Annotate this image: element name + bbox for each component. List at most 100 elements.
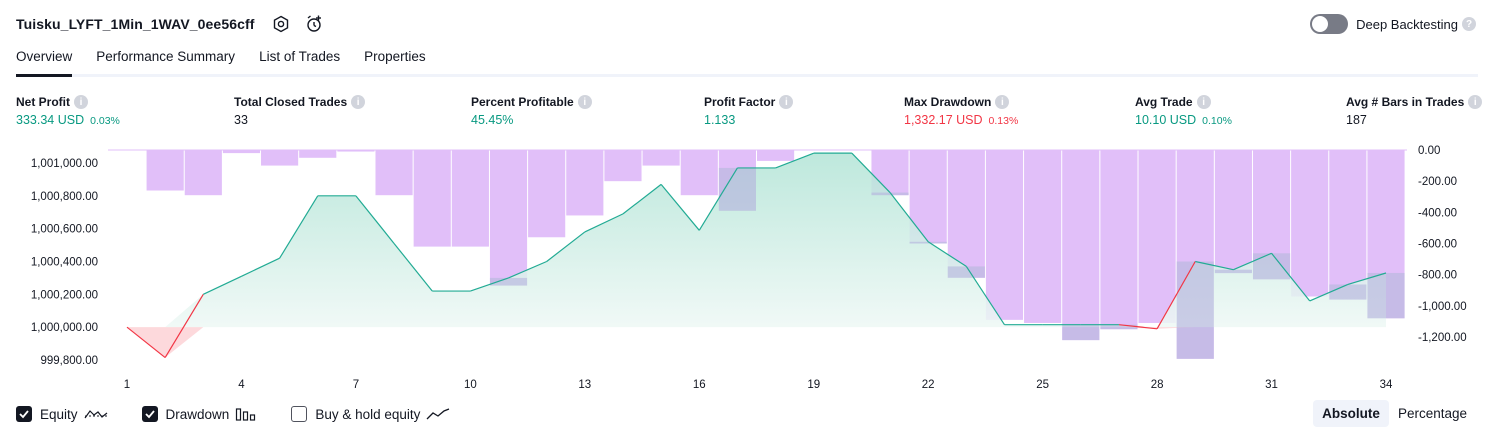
drawdown-bar — [1291, 150, 1329, 297]
equity-line-segment — [279, 195, 319, 259]
metric-label: Max Drawdown — [904, 95, 992, 109]
equity-line-segment — [546, 231, 586, 262]
x-axis-tick: 16 — [693, 379, 706, 391]
metric-value: 333.34 USD — [16, 113, 85, 127]
tab-overview[interactable]: Overview — [16, 44, 73, 77]
drawdown-bar — [1138, 150, 1176, 323]
equity-line-segment — [393, 243, 433, 292]
drawdown-bar — [146, 150, 184, 191]
metric-label: Avg Trade — [1135, 95, 1193, 109]
x-axis-tick: 1 — [124, 379, 130, 391]
equity-line-segment — [775, 152, 814, 169]
right-axis-tick: -1,200.00 — [1418, 332, 1467, 344]
drawdown-bar — [1024, 150, 1062, 323]
info-icon[interactable]: i — [1468, 95, 1483, 109]
metric-max-drawdown: Max Drawdown i 1,332.17 USD 0.13% — [904, 94, 1018, 129]
metric-label: Profit Factor — [704, 95, 776, 109]
x-axis-tick: 25 — [1036, 379, 1049, 391]
drawdown-bar — [451, 150, 489, 247]
info-icon[interactable]: i — [1196, 95, 1211, 109]
x-axis-tick: 7 — [353, 379, 359, 391]
equity-line-segment — [203, 275, 242, 295]
metric-avg-bars: Avg # Bars in Trades i 187 — [1346, 94, 1483, 129]
x-axis-tick: 10 — [464, 379, 477, 391]
legend-label: Buy & hold equity — [315, 406, 421, 422]
percentage-button[interactable]: Percentage — [1397, 406, 1467, 421]
drawdown-overlap — [1062, 324, 1100, 341]
info-icon[interactable]: i — [995, 95, 1010, 109]
tab-properties[interactable]: Properties — [364, 49, 426, 64]
drawdown-overlap — [909, 241, 947, 244]
equity-line-segment — [1233, 252, 1272, 271]
equity-line-segment — [470, 277, 509, 292]
metric-label: Net Profit — [16, 95, 70, 109]
equity-line-segment — [889, 192, 929, 243]
drawdown-bar — [642, 150, 680, 166]
drawdown-bar — [757, 150, 795, 161]
deep-backtesting-label: Deep Backtesting — [1356, 16, 1458, 32]
drawdown-bar — [489, 150, 528, 286]
info-icon[interactable]: i — [577, 95, 592, 109]
metric-profit-factor: Profit Factor i 1.133 — [704, 94, 794, 129]
deep-backtesting: Deep Backtesting ? — [1310, 14, 1476, 34]
equity-line-segment — [355, 195, 395, 244]
drawdown-bar — [566, 150, 604, 216]
left-axis-tick: 1,000,600.00 — [31, 224, 98, 236]
legend-equity[interactable]: Equity — [16, 406, 108, 422]
drawdown-bar — [184, 150, 222, 196]
x-axis-tick: 13 — [578, 379, 591, 391]
metric-label: Total Closed Trades — [234, 95, 348, 109]
left-axis-tick: 999,800.00 — [40, 355, 98, 367]
drawdown-bar — [604, 150, 642, 182]
deep-backtesting-toggle[interactable] — [1310, 14, 1349, 34]
info-icon[interactable]: i — [351, 95, 366, 109]
checkbox-checked-icon[interactable] — [16, 406, 32, 422]
equity-chart[interactable]: 1,001,000.00 1,000,800.00 1,000,600.00 1,00… — [0, 140, 1494, 400]
metric-value: 1,332.17 USD — [904, 113, 983, 127]
metric-percent-profitable: Percent Profitable i 45.45% — [471, 94, 592, 129]
metric-label: Avg # Bars in Trades — [1346, 95, 1465, 109]
x-axis-tick: 19 — [807, 379, 820, 391]
info-icon[interactable]: i — [74, 95, 88, 109]
checkbox-unchecked-icon[interactable] — [291, 406, 308, 422]
drawdown-overlap — [1100, 324, 1138, 330]
drawdown-bar — [985, 150, 1024, 320]
equity-line-segment — [1309, 283, 1349, 302]
gear-icon[interactable] — [271, 14, 291, 34]
info-icon[interactable]: i — [779, 95, 794, 109]
drawdown-bar — [680, 150, 718, 196]
drawdown-overlap — [947, 266, 985, 278]
help-icon[interactable]: ? — [1462, 17, 1476, 31]
metric-value: 187 — [1346, 113, 1367, 127]
equity-line-segment — [660, 183, 700, 231]
equity-line-segment — [927, 241, 967, 267]
drawdown-overlap — [1214, 269, 1252, 274]
absolute-button[interactable]: Absolute — [1313, 400, 1389, 427]
drawdown-bar — [261, 150, 299, 166]
drawdown-bar — [222, 150, 261, 154]
metric-value: 1.133 — [704, 113, 736, 127]
drawdown-bar — [947, 150, 985, 278]
drawdown-overlap — [1329, 284, 1367, 300]
drawdown-bars-icon — [235, 407, 257, 421]
metric-avg-trade: Avg Trade i 10.10 USD 0.10% — [1135, 94, 1232, 129]
metric-label: Percent Profitable — [471, 95, 574, 109]
legend-drawdown[interactable]: Drawdown — [141, 406, 258, 422]
drawdown-bar — [1214, 150, 1252, 274]
x-axis-tick: 4 — [238, 379, 245, 391]
strategy-name: Tuisku_LYFT_1Min_1WAV_0ee56cff — [16, 16, 255, 32]
legend-buy-hold[interactable]: Buy & hold equity — [291, 406, 450, 422]
drawdown-overlap — [489, 277, 528, 286]
left-axis-tick: 1,000,000.00 — [31, 322, 98, 334]
metric-percent: 0.03% — [90, 115, 120, 127]
checkbox-checked-icon[interactable] — [141, 406, 158, 422]
drawdown-bar — [413, 150, 451, 247]
drawdown-bar — [299, 150, 337, 158]
metric-value: 33 — [234, 113, 248, 127]
tab-list-of-trades[interactable]: List of Trades — [259, 49, 341, 64]
legend-label: Drawdown — [165, 406, 230, 422]
tab-performance-summary[interactable]: Performance Summary — [96, 49, 236, 64]
drawdown-overlap — [1252, 253, 1291, 280]
add-alert-icon[interactable] — [305, 14, 325, 34]
equity-line-segment — [584, 213, 624, 233]
